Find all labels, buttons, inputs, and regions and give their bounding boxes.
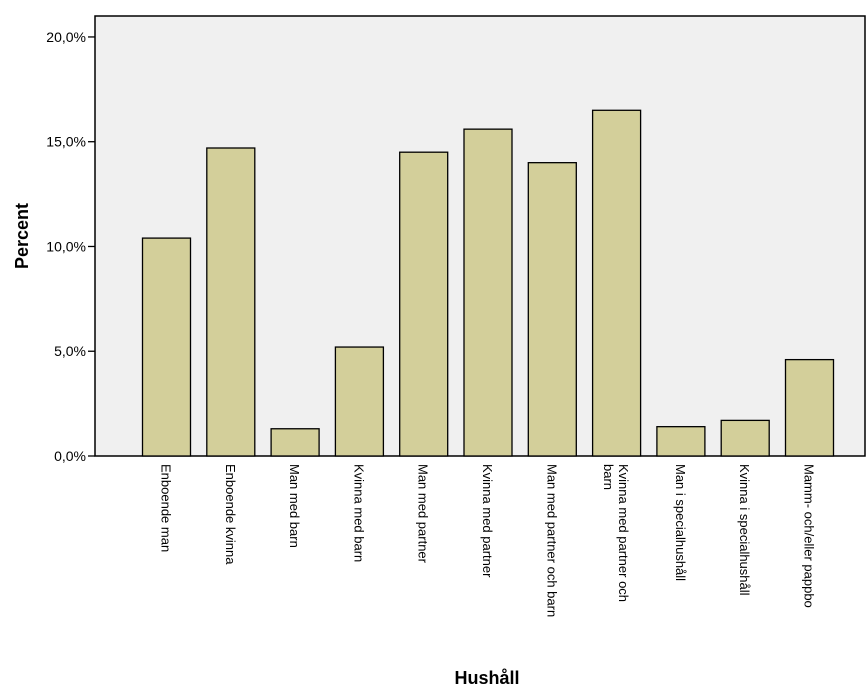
x-tick-label: Enboende man <box>159 464 174 552</box>
x-tick-label: Man i specialhushåll <box>673 464 688 581</box>
x-tick-label-line: Kvinna med partner <box>480 464 495 578</box>
bar <box>463 128 513 457</box>
x-tick-label: Kvinna med partner ochbarn <box>601 464 631 602</box>
bar <box>399 151 449 457</box>
x-tick-label-line: Man med partner och barn <box>544 464 559 617</box>
x-tick-label: Enboende kvinna <box>223 464 238 565</box>
x-tick-label-line: Enboende man <box>159 464 174 552</box>
bar <box>527 162 577 457</box>
x-tick-label: Man med partner och barn <box>544 464 559 617</box>
y-tick-label: 0,0% <box>54 448 86 464</box>
bar <box>720 419 770 457</box>
x-tick-label: Kvinna med partner <box>480 464 495 578</box>
bar <box>334 346 385 457</box>
y-axis-title: Percent <box>12 203 32 269</box>
x-tick-label: Man med barn <box>287 464 302 548</box>
y-tick-label: 15,0% <box>46 134 86 150</box>
y-tick-label: 20,0% <box>46 29 86 45</box>
bar <box>141 237 192 457</box>
x-tick-label-line: Man i specialhushåll <box>673 464 688 581</box>
x-axis-tick-labels: Enboende man Enboende kvinna Man med barn K… <box>159 464 817 617</box>
bar <box>784 358 835 457</box>
x-tick-label: Man med partner <box>416 464 431 564</box>
x-tick-label-line: Man med barn <box>287 464 302 548</box>
bar <box>591 109 642 457</box>
y-tick-label: 10,0% <box>46 238 86 254</box>
x-tick-label-line: Kvinna med barn <box>351 464 366 562</box>
x-tick-label-line: Enboende kvinna <box>223 464 238 565</box>
x-axis-title: Hushåll <box>454 668 519 688</box>
x-tick-label-line: barn <box>601 464 616 490</box>
x-tick-label: Kvinna med barn <box>351 464 366 562</box>
x-tick-label-line: Man med partner <box>416 464 431 564</box>
bar <box>206 147 256 457</box>
x-tick-label: Kvinna i specialhushåll <box>737 464 752 596</box>
x-tick-label-line: Kvinna med partner och <box>616 464 631 602</box>
x-tick-label: Mamm- och/eller pappbo <box>802 464 817 608</box>
bar <box>270 428 320 457</box>
y-axis: 0,0% 5,0% 10,0% 15,0% 20,0% <box>46 29 95 464</box>
x-tick-label-line: Mamm- och/eller pappbo <box>802 464 817 608</box>
bars-group <box>141 109 835 457</box>
x-tick-label-line: Kvinna i specialhushåll <box>737 464 752 596</box>
y-tick-label: 5,0% <box>54 343 86 359</box>
bar <box>656 426 706 457</box>
